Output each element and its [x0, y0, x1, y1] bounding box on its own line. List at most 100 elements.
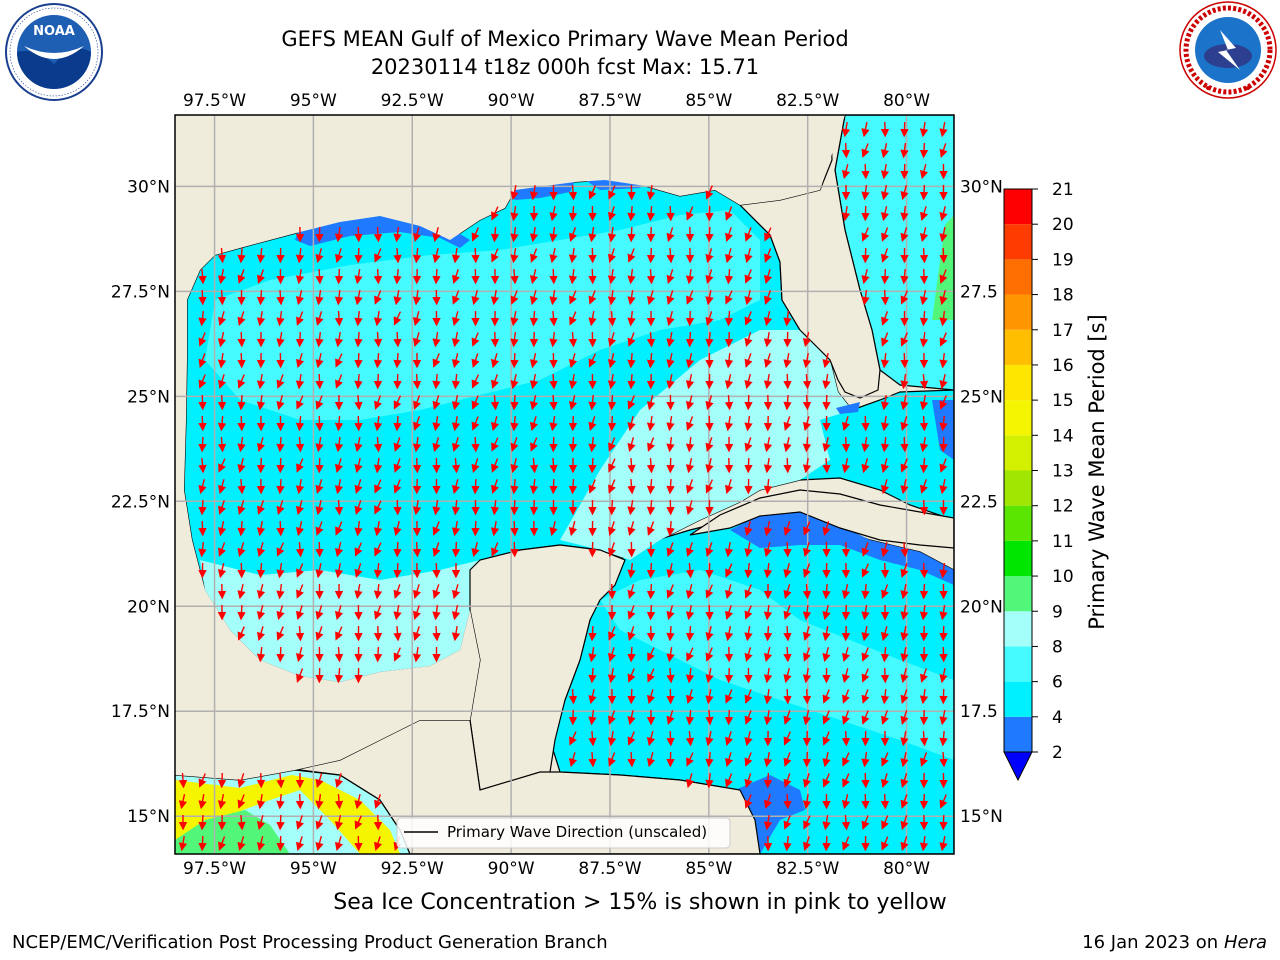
wave-arrow	[432, 268, 441, 285]
wave-arrow	[588, 479, 597, 494]
wave-arrow	[939, 247, 948, 264]
wave-arrow	[666, 646, 675, 663]
wave-arrow	[646, 226, 656, 243]
wave-arrow	[900, 710, 909, 725]
wave-arrow	[315, 373, 324, 390]
lat-label-right: 25°N	[960, 387, 1003, 407]
wave-arrow	[900, 794, 909, 809]
wave-arrow	[822, 731, 831, 746]
wave-arrow	[491, 248, 499, 263]
wave-arrow	[783, 815, 792, 830]
wave-arrow	[861, 647, 870, 662]
wave-arrow	[607, 394, 617, 411]
wave-arrow	[393, 331, 402, 348]
wave-arrow	[724, 584, 734, 600]
wave-arrow	[920, 479, 928, 494]
wave-arrow	[705, 479, 714, 494]
wave-arrow	[685, 395, 695, 411]
wave-arrow	[471, 374, 480, 389]
wave-arrow	[217, 394, 227, 411]
wave-arrow	[705, 311, 714, 327]
wave-arrow	[217, 479, 227, 495]
wave-arrow	[315, 563, 324, 579]
wave-arrow	[256, 646, 266, 663]
lon-label-top: 95°W	[290, 91, 337, 111]
wave-arrow	[588, 185, 597, 200]
lat-labels-left: 30°N 27.5°N 25°N 22.5°N 20°N 17.5°N 15°N	[111, 177, 170, 827]
wave-arrow	[919, 142, 929, 159]
wave-arrow	[393, 458, 402, 473]
colorbar-tick-label: 11	[1052, 532, 1074, 552]
wave-arrow	[880, 163, 890, 180]
wave-arrow	[842, 773, 850, 788]
wave-arrow	[861, 751, 870, 768]
wave-arrow	[627, 416, 636, 432]
wave-arrow	[861, 668, 870, 683]
wave-arrow	[373, 310, 383, 327]
wave-arrow	[315, 521, 324, 536]
wave-arrow	[296, 458, 304, 473]
wave-arrow	[607, 353, 617, 369]
wave-arrow	[861, 436, 870, 453]
wave-arrow	[861, 772, 870, 789]
wave-arrow	[666, 710, 675, 726]
wave-arrow	[178, 794, 188, 810]
wave-arrow	[354, 352, 363, 369]
wave-arrow	[900, 205, 909, 222]
wave-arrow	[627, 437, 636, 453]
wave-arrow	[568, 688, 578, 705]
legend: Primary Wave Direction (unscaled)	[396, 817, 731, 849]
wave-arrow	[295, 793, 305, 810]
wave-arrow	[510, 541, 519, 558]
wave-arrow	[646, 731, 656, 747]
wave-arrow	[588, 353, 597, 368]
wave-arrow	[451, 605, 461, 621]
wave-arrow	[666, 290, 675, 305]
wave-arrow	[354, 500, 363, 515]
wave-arrow	[705, 731, 714, 747]
wave-arrow	[783, 521, 792, 537]
wave-arrow	[276, 626, 285, 641]
wave-arrow	[880, 206, 890, 222]
wave-arrow	[822, 647, 831, 663]
wave-arrow	[608, 752, 616, 767]
wave-arrow	[627, 205, 636, 222]
wave-arrow	[432, 227, 441, 243]
wave-arrow	[685, 689, 695, 705]
wave-arrow	[490, 226, 500, 243]
mid-zone-north	[205, 210, 760, 420]
lat-label-right: 27.5	[960, 282, 998, 302]
wave-arrow	[900, 163, 909, 180]
wave-arrow	[783, 437, 792, 453]
wave-arrow	[685, 268, 695, 285]
wave-arrow	[334, 289, 344, 306]
wave-arrow	[939, 730, 948, 747]
wave-arrow	[686, 416, 694, 431]
wave-arrow	[627, 710, 636, 726]
wave-arrow	[607, 667, 617, 684]
wave-arrow	[783, 394, 792, 411]
wave-arrow	[803, 836, 811, 851]
wave-arrow	[939, 121, 948, 138]
wave-arrow	[705, 772, 714, 789]
wave-arrow	[315, 353, 324, 369]
wave-arrow	[666, 730, 675, 747]
wave-arrow	[373, 226, 383, 243]
lon-label-bottom: 82.5°W	[776, 859, 839, 879]
wave-arrow	[686, 647, 694, 662]
wave-arrow	[783, 625, 792, 642]
wave-arrow	[295, 290, 305, 306]
wave-arrow	[763, 269, 773, 285]
wave-arrow	[686, 290, 694, 305]
colorbar-segment	[1004, 716, 1032, 752]
wave-arrow	[666, 436, 675, 453]
wave-arrow	[198, 332, 207, 347]
wave-arrow	[412, 541, 422, 558]
lon-label-top: 80°W	[883, 91, 930, 111]
wave-arrow	[939, 794, 948, 809]
wave-arrow	[568, 478, 578, 495]
wave-arrow	[568, 184, 578, 201]
wave-arrow	[413, 626, 421, 641]
wave-arrow	[939, 143, 948, 158]
colorbar-tick-label: 10	[1052, 567, 1074, 587]
